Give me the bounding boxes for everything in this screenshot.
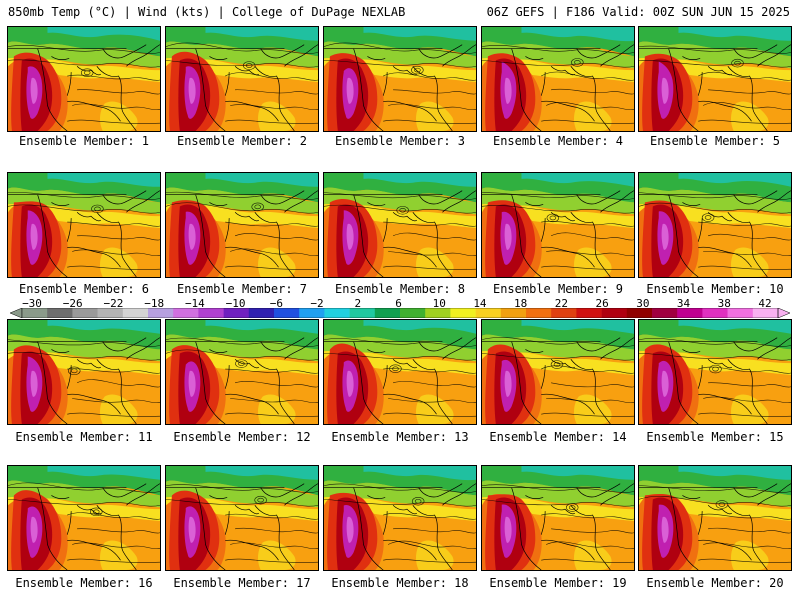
member-label-10: Ensemble Member: 10 [646,282,784,296]
run-valid-info: 06Z GEFS | F186 Valid: 00Z SUN JUN 15 20… [486,5,790,19]
member-label-16: Ensemble Member: 16 [15,576,153,590]
member-map-16 [7,465,161,571]
member-label-19: Ensemble Member: 19 [489,576,627,590]
colorbar-segment [47,308,73,318]
colorbar-segment [148,308,174,318]
colorbar-segment [626,308,653,318]
colorbar-segment [652,308,678,318]
member-map-10 [638,172,792,278]
colorbar-segment [475,308,502,318]
colorbar-segment [526,308,552,318]
colorbar-tick-label: −30 [22,297,42,310]
member-label-7: Ensemble Member: 7 [176,282,308,296]
colorbar-tick-label: 14 [473,297,487,310]
colorbar-segment [601,308,628,318]
member-label-18: Ensemble Member: 18 [331,576,469,590]
colorbar-segment [274,308,300,318]
colorbar-segment [349,308,376,318]
colorbar-segment [97,308,124,318]
colorbar-segment [425,308,451,318]
colorbar-tick-label: 22 [554,297,568,310]
member-map-8 [323,172,477,278]
colorbar-segment [22,308,48,318]
colorbar-tick-label: −18 [144,297,165,310]
chart-title: 850mb Temp (°C) | Wind (kts) | College o… [8,5,406,19]
colorbar-tick-label: 6 [395,297,402,310]
member-map-7 [165,172,319,278]
member-map-6 [7,172,161,278]
member-label-14: Ensemble Member: 14 [489,430,627,444]
member-label-9: Ensemble Member: 9 [492,282,624,296]
colorbar-segment [198,308,224,318]
colorbar-tick-label: 30 [636,297,650,310]
colorbar-segment [500,308,527,318]
member-map-14 [481,319,635,425]
member-label-1: Ensemble Member: 1 [18,134,150,148]
member-map-2 [165,26,319,132]
member-label-17: Ensemble Member: 17 [173,576,311,590]
member-label-5: Ensemble Member: 5 [649,134,781,148]
colorbar-tick-label: 18 [514,297,528,310]
colorbar-tick-label: −2 [310,297,324,310]
member-map-17 [165,465,319,571]
member-label-15: Ensemble Member: 15 [646,430,784,444]
colorbar-tick-label: −6 [269,297,283,310]
member-map-20 [638,465,792,571]
member-label-11: Ensemble Member: 11 [15,430,153,444]
member-map-3 [323,26,477,132]
colorbar-segment [677,308,703,318]
colorbar-segment [248,308,275,318]
member-label-2: Ensemble Member: 2 [176,134,308,148]
member-label-4: Ensemble Member: 4 [492,134,624,148]
colorbar-tick-label: −26 [62,297,83,310]
colorbar-segment [400,308,426,318]
colorbar-segment [374,308,401,318]
colorbar-segment [576,308,602,318]
member-label-13: Ensemble Member: 13 [331,430,469,444]
member-map-11 [7,319,161,425]
member-label-20: Ensemble Member: 20 [646,576,784,590]
temperature-colorbar [10,308,790,318]
colorbar-segment [702,308,728,318]
member-label-6: Ensemble Member: 6 [18,282,150,296]
member-map-9 [481,172,635,278]
colorbar-tick-label: −14 [184,297,205,310]
colorbar-segment [727,308,754,318]
member-map-19 [481,465,635,571]
colorbar-segment [752,308,779,318]
member-label-12: Ensemble Member: 12 [173,430,311,444]
colorbar-segment [551,308,577,318]
member-map-18 [323,465,477,571]
member-map-4 [481,26,635,132]
colorbar-tick-label: −10 [225,297,246,310]
colorbar-segment [450,308,476,318]
colorbar-segment [173,308,199,318]
colorbar-segment [72,308,98,318]
member-label-3: Ensemble Member: 3 [334,134,466,148]
colorbar-tick-label: 2 [354,297,362,310]
colorbar-tick-label: 42 [758,297,772,310]
member-map-1 [7,26,161,132]
member-label-8: Ensemble Member: 8 [334,282,466,296]
colorbar-segment [223,308,250,318]
colorbar-tick-label: −22 [103,297,124,310]
member-map-15 [638,319,792,425]
colorbar-tick-label: 38 [717,297,731,310]
colorbar-tick-label: 34 [676,297,691,310]
member-map-13 [323,319,477,425]
colorbar-segment [324,308,350,318]
colorbar-segment [122,308,149,318]
member-map-12 [165,319,319,425]
colorbar-segment [299,308,325,318]
colorbar-tick-label: 26 [595,297,609,310]
member-map-5 [638,26,792,132]
colorbar-tick-label: 10 [432,297,446,310]
